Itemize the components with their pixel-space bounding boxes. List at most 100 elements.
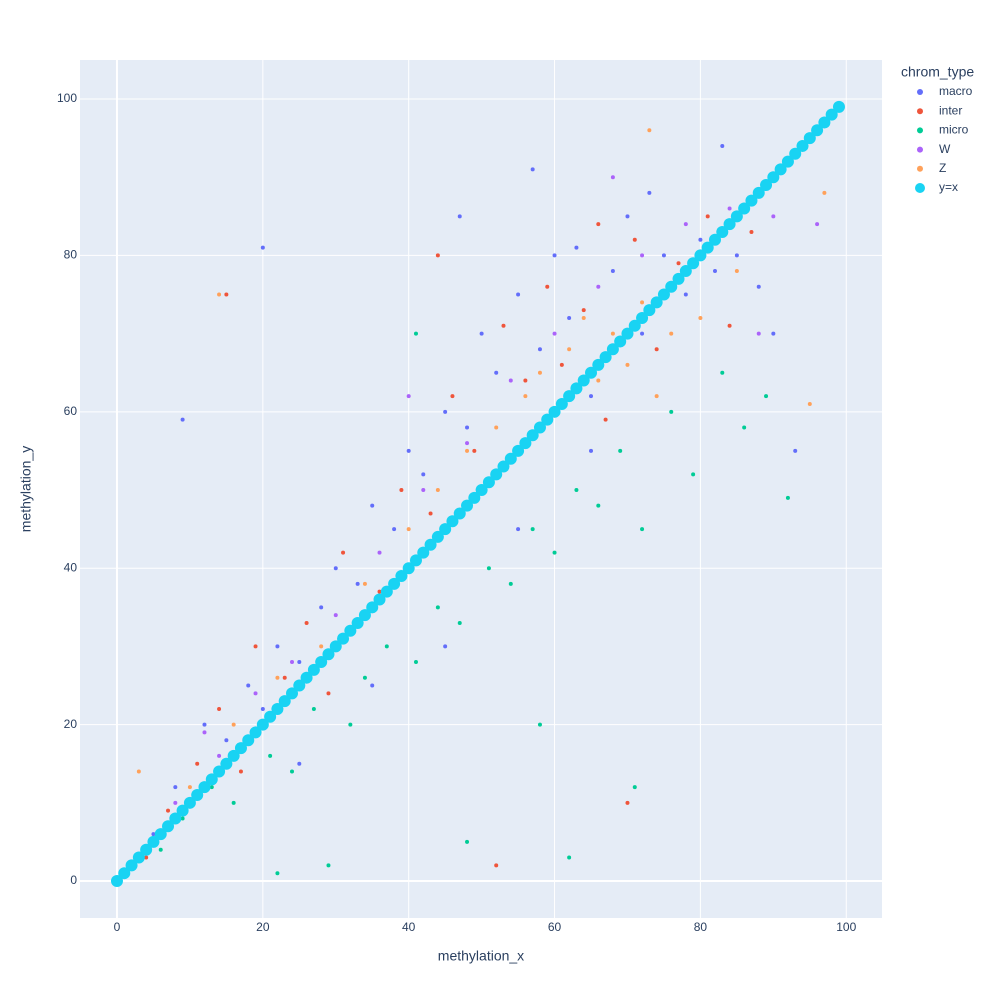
point [654,347,659,352]
point [290,660,295,665]
point [625,362,630,367]
point [224,738,229,743]
point [574,488,579,493]
point [720,143,725,148]
point [785,495,790,500]
point [669,409,674,414]
point [151,832,156,837]
point [413,331,418,336]
point [756,284,761,289]
point [326,863,331,868]
point [632,785,637,790]
point [465,448,470,453]
point [136,769,141,774]
point [516,527,521,532]
point [373,593,386,606]
point [771,214,776,219]
point [589,448,594,453]
point [640,527,645,532]
point [533,421,546,434]
point [508,581,513,586]
point [268,753,273,758]
point [640,300,645,305]
point [811,124,824,137]
point [581,308,586,313]
point [526,429,539,442]
point [144,855,149,860]
point [614,335,627,348]
point [730,210,743,223]
point [698,315,703,320]
point [217,753,222,758]
point [497,460,510,473]
point [304,620,309,625]
legend-label: Z [939,161,946,175]
legend-label: inter [939,103,962,117]
y-tick-label: 100 [57,91,77,105]
point [293,679,306,692]
point [581,315,586,320]
point [439,523,452,536]
point [490,468,503,481]
point [205,773,218,786]
point [140,843,153,856]
point [443,409,448,414]
point [275,675,280,680]
point [435,488,440,493]
point [504,452,517,465]
point [822,190,827,195]
point [625,214,630,219]
point [180,417,185,422]
point [774,163,787,176]
point [461,499,474,512]
point [176,804,189,817]
point [402,562,415,575]
point [209,785,214,790]
point [596,503,601,508]
point [494,425,499,430]
point [537,370,542,375]
point [705,214,710,219]
point [435,605,440,610]
point [472,448,477,453]
point [628,319,641,332]
point [173,800,178,805]
point [756,331,761,336]
legend-label: y=x [939,180,958,194]
point [552,331,557,336]
point [435,253,440,258]
point [348,722,353,727]
point [567,855,572,860]
point [322,648,335,661]
x-tick-label: 40 [402,920,416,934]
point [574,245,579,250]
point [742,425,747,430]
point [577,374,590,387]
point [552,550,557,555]
point [191,788,204,801]
point [282,675,287,680]
point [297,761,302,766]
point [771,331,776,336]
point [537,347,542,352]
point [173,785,178,790]
point [672,272,685,285]
point [596,378,601,383]
x-tick-label: 60 [548,920,562,934]
point [494,370,499,375]
point [567,347,572,352]
y-tick-label: 40 [64,560,78,574]
point [319,605,324,610]
point [793,448,798,453]
point [815,222,820,227]
point [180,816,185,821]
point [224,292,229,297]
point [457,214,462,219]
point [297,660,302,665]
point [264,710,277,723]
y-tick-label: 20 [64,717,78,731]
point [132,851,145,864]
point [421,472,426,477]
point [351,616,364,629]
point [749,229,754,234]
